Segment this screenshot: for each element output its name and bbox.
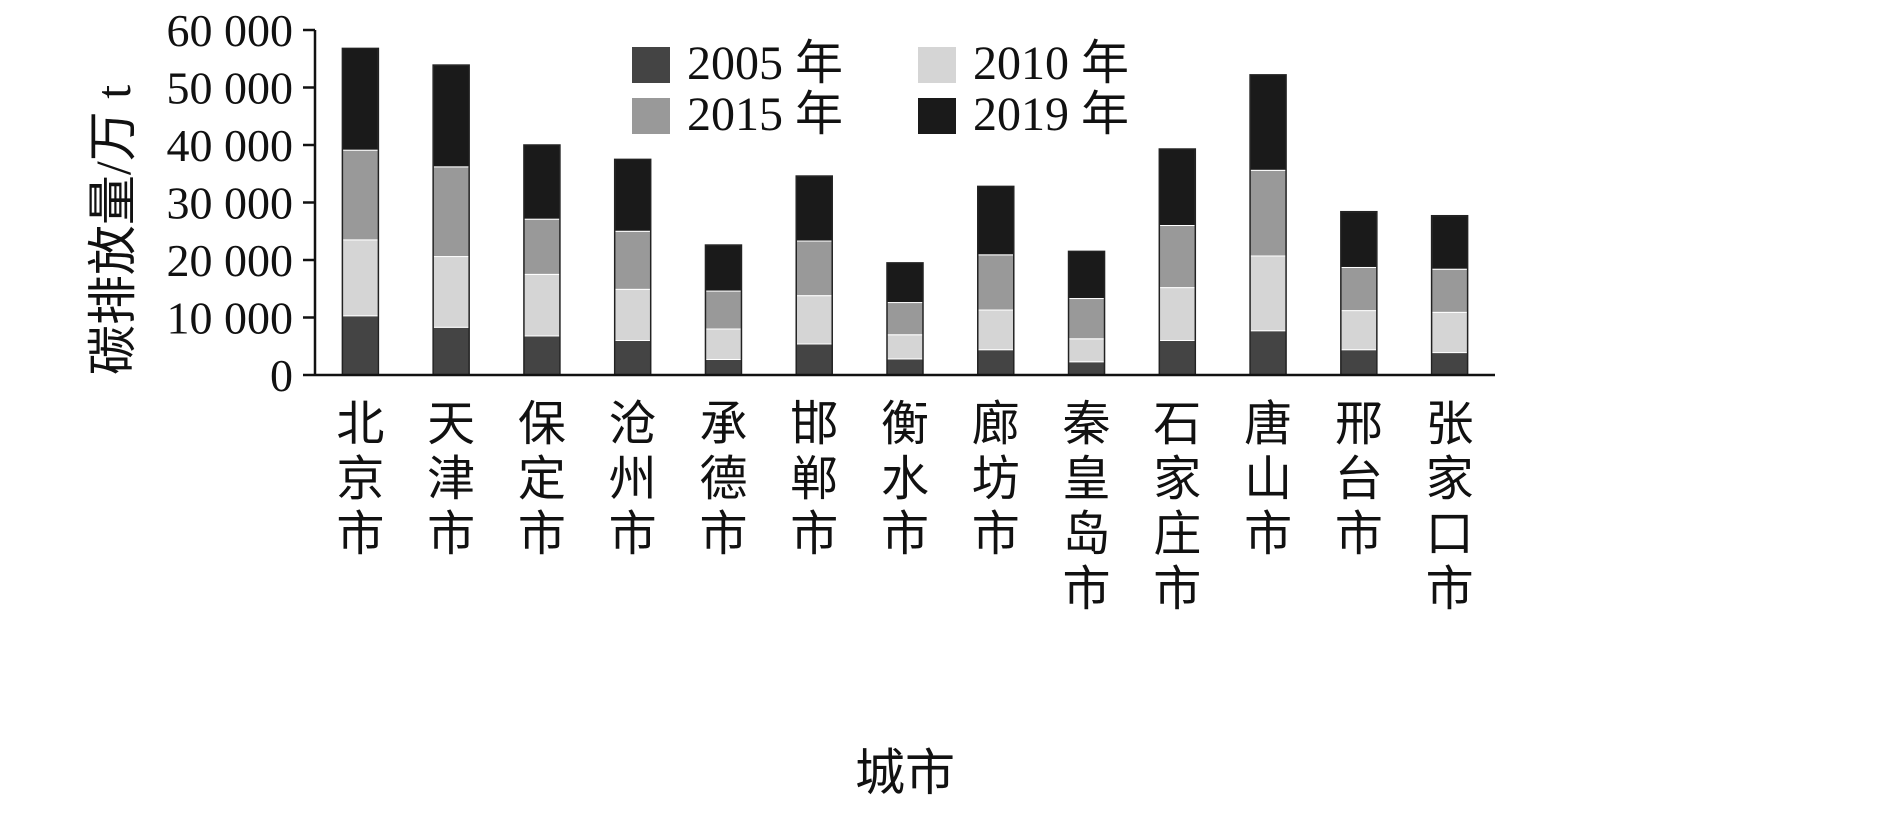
bar-segment-1-3 (523, 335, 561, 376)
x-category-label-4: 沧州市 (609, 398, 657, 561)
bar-segment-4-9 (1068, 250, 1106, 300)
bar-segment-4-7 (886, 262, 924, 304)
bar-segment-3-6 (795, 240, 833, 297)
bar-segment-1-6 (795, 343, 833, 376)
x-category-label-11: 唐山市 (1244, 398, 1292, 561)
bar-segment-2-12 (1340, 310, 1378, 351)
bar-segment-4-6 (795, 175, 833, 242)
bar-segment-1-1 (341, 315, 379, 376)
bar-segment-2-2 (432, 256, 470, 328)
x-category-label-8: 廊坊市 (972, 398, 1020, 561)
bar-segment-3-8 (977, 254, 1015, 311)
x-category-label-3: 保定市 (518, 398, 566, 561)
legend-swatch-2 (918, 47, 956, 83)
bar-segment-3-4 (614, 230, 652, 290)
y-tick-label-3: 30 000 (167, 178, 294, 229)
bar-segment-1-7 (886, 358, 924, 376)
bar-segment-2-9 (1068, 338, 1106, 363)
y-tick-label-2: 20 000 (167, 235, 294, 286)
y-ticks-group: 0 10 000 20 000 30 000 40 000 50 000 60 000 (167, 5, 315, 401)
bar-segment-3-11 (1249, 169, 1287, 257)
y-tick-label-6: 60 000 (167, 5, 294, 56)
y-axis-title: 碳排放量/万 t (85, 85, 141, 375)
legend-label-4: 2019 年 (973, 88, 1129, 141)
bar-segment-4-1 (341, 47, 379, 151)
y-tick-label-0: 0 (270, 350, 293, 401)
bar-segment-1-2 (432, 326, 470, 376)
x-category-label-12: 邢台市 (1335, 398, 1383, 561)
legend-swatch-3 (632, 98, 670, 134)
legend-label-2: 2010 年 (973, 37, 1129, 90)
bar-segment-1-5 (704, 358, 742, 376)
x-category-label-9: 秦皇岛市 (1063, 398, 1111, 616)
bar-segment-2-3 (523, 273, 561, 337)
bar-segment-1-4 (614, 340, 652, 376)
bar-segment-2-8 (977, 309, 1015, 351)
bar-segment-2-7 (886, 334, 924, 360)
x-category-label-2: 天津市 (427, 398, 475, 561)
bar-segment-1-12 (1340, 349, 1378, 376)
bar-segment-3-9 (1068, 298, 1106, 340)
bar-segment-4-5 (704, 244, 742, 292)
bar-segment-3-1 (341, 149, 379, 241)
bar-segment-3-5 (704, 290, 742, 330)
bar-segment-2-1 (341, 239, 379, 317)
bar-segment-3-7 (886, 302, 924, 336)
bar-segment-4-4 (614, 158, 652, 232)
bar-segment-1-13 (1431, 352, 1469, 376)
x-category-label-6: 邯郸市 (790, 398, 838, 561)
legend-swatch-4 (918, 98, 956, 134)
bar-segment-2-4 (614, 288, 652, 342)
bar-segment-1-9 (1068, 361, 1106, 376)
x-category-labels-group: 北京市天津市保定市沧州市承德市邯郸市衡水市廊坊市秦皇岛市石家庄市唐山市邢台市张家… (336, 398, 1473, 616)
legend-label-3: 2015 年 (687, 88, 843, 141)
bar-segment-4-11 (1249, 74, 1287, 171)
x-category-label-1: 北京市 (336, 398, 384, 561)
legend: 2005 年 2010 年 2015 年 2019 年 (632, 37, 1129, 141)
legend-swatch-1 (632, 47, 670, 83)
bar-segment-1-10 (1158, 340, 1196, 376)
bars-group (341, 47, 1469, 376)
bar-segment-1-11 (1249, 330, 1287, 376)
bar-segment-3-10 (1158, 225, 1196, 289)
x-axis-title: 城市 (855, 745, 955, 801)
y-tick-label-1: 10 000 (167, 293, 294, 344)
bar-segment-2-11 (1249, 255, 1287, 332)
bar-segment-4-2 (432, 64, 470, 168)
bar-segment-4-8 (977, 185, 1015, 256)
bar-segment-2-10 (1158, 287, 1196, 342)
bar-segment-3-2 (432, 166, 470, 258)
bar-segment-2-5 (704, 328, 742, 360)
bar-segment-3-13 (1431, 268, 1469, 313)
bar-segment-4-3 (523, 144, 561, 220)
bar-segment-3-12 (1340, 266, 1378, 312)
bar-segment-3-3 (523, 218, 561, 275)
bar-segment-2-13 (1431, 311, 1469, 354)
x-category-label-5: 承德市 (699, 398, 747, 561)
x-category-label-10: 石家庄市 (1153, 398, 1201, 616)
x-category-label-7: 衡水市 (881, 398, 929, 561)
bar-segment-4-13 (1431, 215, 1469, 270)
bar-segment-1-8 (977, 349, 1015, 376)
bar-segment-2-6 (795, 295, 833, 345)
y-tick-label-5: 50 000 (167, 63, 294, 114)
bar-segment-4-10 (1158, 148, 1196, 226)
y-tick-label-4: 40 000 (167, 120, 294, 171)
bar-segment-4-12 (1340, 211, 1378, 268)
x-category-label-13: 张家口市 (1426, 398, 1474, 616)
legend-label-1: 2005 年 (687, 37, 843, 90)
